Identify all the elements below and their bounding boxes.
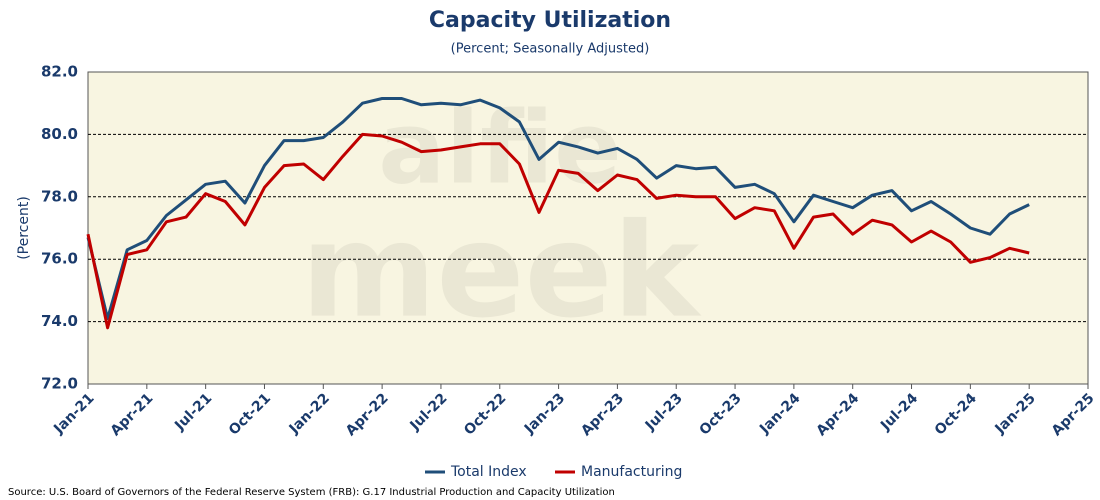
series-line	[86, 132, 1030, 330]
legend-label: Total Index	[450, 464, 527, 480]
x-tick-label: Jul-21	[171, 390, 215, 434]
x-tick-label: Apr-23	[578, 390, 627, 439]
x-tick-label: Apr-21	[108, 390, 157, 439]
y-tick-label: 72.0	[41, 375, 78, 393]
x-tick-label: Jul-24	[877, 390, 921, 434]
chart-title: Capacity Utilization	[429, 8, 671, 33]
x-tick-label: Oct-24	[932, 390, 980, 438]
x-tick-label: Jan-21	[50, 390, 97, 437]
series-line	[86, 97, 1030, 320]
y-axis-label: (Percent)	[16, 196, 32, 260]
x-tick-label: Jan-25	[992, 390, 1039, 437]
x-tick-label: Jan-23	[521, 390, 568, 437]
y-tick-label: 74.0	[41, 312, 78, 330]
x-tick-label: Apr-25	[1049, 390, 1098, 439]
x-tick-label: Jan-24	[756, 390, 803, 437]
x-tick-label: Oct-23	[696, 390, 744, 438]
x-tick-label: Jul-22	[407, 390, 451, 434]
x-tick-label: Apr-24	[814, 390, 863, 439]
y-tick-label: 78.0	[41, 187, 78, 205]
y-tick-label: 80.0	[41, 125, 78, 143]
x-tick-label: Apr-22	[343, 390, 392, 439]
source-note: Source: U.S. Board of Governors of the F…	[8, 487, 615, 498]
x-tick-label: Oct-21	[226, 390, 274, 438]
y-tick-label: 76.0	[41, 250, 78, 268]
x-tick-label: Oct-22	[461, 390, 509, 438]
legend-label: Manufacturing	[581, 464, 682, 480]
watermark: meek	[301, 195, 702, 347]
plot-area	[87, 71, 1089, 385]
chart-subtitle: (Percent; Seasonally Adjusted)	[451, 42, 650, 57]
y-tick-label: 82.0	[41, 63, 78, 81]
x-tick-label: Jan-22	[286, 390, 333, 437]
x-tick-label: Jul-23	[642, 390, 686, 434]
